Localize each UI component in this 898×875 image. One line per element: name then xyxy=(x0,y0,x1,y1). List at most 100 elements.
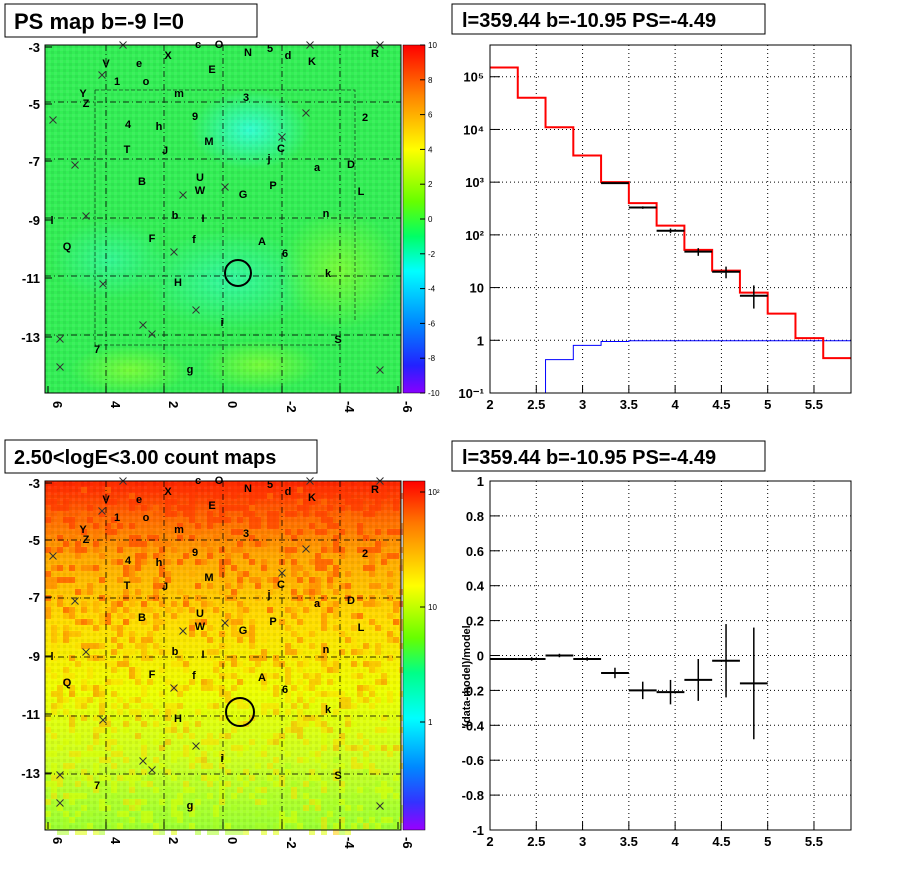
map-y-tick-label: -11 xyxy=(22,707,40,722)
ps-colorbar-tick-label: -10 xyxy=(428,389,440,398)
map-y-tick-label: -13 xyxy=(21,766,40,781)
source-marker xyxy=(192,742,200,750)
title-tr: l=359.44 b=-10.95 PS=-4.49 xyxy=(451,3,766,35)
map-x-tick-label: 2 xyxy=(166,837,181,844)
source-label: i xyxy=(220,317,223,329)
source-label: H xyxy=(174,713,182,725)
residual-point xyxy=(490,657,518,660)
source-label: V xyxy=(102,58,110,70)
source-label: T xyxy=(124,580,131,592)
source-marker xyxy=(98,507,106,515)
map-x-tick-label: 0 xyxy=(225,837,240,844)
map-x-tick-label: -4 xyxy=(342,401,357,413)
spectrum-title: l=359.44 b=-10.95 PS=-4.49 xyxy=(462,10,716,32)
source-marker xyxy=(49,116,57,124)
source-label: 1 xyxy=(114,512,120,524)
source-label: 9 xyxy=(192,111,198,123)
source-label: h xyxy=(156,557,163,569)
source-label: R xyxy=(371,48,379,60)
source-label: U xyxy=(196,608,204,620)
residual-point xyxy=(684,658,713,701)
count-colorbar-tick-label: 10² xyxy=(428,488,440,497)
residual-x-tick-label: 2 xyxy=(486,834,493,849)
ps-map-x-ticks: 6 4 2 0 -2 -4 -6 xyxy=(47,386,415,413)
spectrum-y-tick-label: 10⁴ xyxy=(463,122,484,137)
ps-colorbar-tick-label: -8 xyxy=(428,354,436,363)
data-point xyxy=(656,228,685,234)
map-y-tick-label: -11 xyxy=(22,271,40,286)
ps-colorbar-tick-label: 2 xyxy=(428,180,433,189)
ps-colorbar-tick-label: 0 xyxy=(428,215,433,224)
source-marker xyxy=(302,545,310,553)
source-label: S xyxy=(334,334,341,346)
title-br: l=359.44 b=-10.95 PS=-4.49 xyxy=(451,440,766,472)
source-label: W xyxy=(195,621,206,633)
source-label: X xyxy=(164,486,172,498)
source-label: E xyxy=(208,64,215,76)
source-label: b xyxy=(172,646,179,658)
map-x-tick-label: 0 xyxy=(225,401,240,408)
source-label: G xyxy=(239,189,248,201)
source-label: F xyxy=(149,233,156,245)
residual-chart: 2 2.5 3 3.5 4 4.5 5 5.5 1 0.8 0.6 0.4 0.2 0 -0.2 -0.4 -0… xyxy=(461,474,852,849)
source-label: e xyxy=(136,494,142,506)
source-label: g xyxy=(187,800,194,812)
source-label: d xyxy=(285,50,292,62)
spectrum-y-tick-label: 10⁻¹ xyxy=(458,386,484,401)
source-label: o xyxy=(143,76,150,88)
source-label: Q xyxy=(63,677,72,689)
source-marker xyxy=(71,597,79,605)
residual-x-tick-label: 3.5 xyxy=(620,834,638,849)
spectrum-series xyxy=(490,66,851,394)
source-label: I xyxy=(201,213,204,225)
map-y-tick-label: -9 xyxy=(28,213,40,228)
source-label: R xyxy=(371,484,379,496)
source-label: l xyxy=(50,651,53,663)
residual-point xyxy=(545,653,574,658)
source-label: 5 xyxy=(267,43,273,55)
source-label: L xyxy=(358,186,365,198)
ps-colorbar-ticks: 10 8 6 4 2 0 -2 -4 -6 -8 -10 xyxy=(420,41,440,398)
source-label: T xyxy=(124,144,131,156)
source-label: f xyxy=(192,234,196,246)
source-marker xyxy=(139,757,147,765)
map-y-tick-label: -3 xyxy=(28,40,40,55)
source-label: F xyxy=(149,669,156,681)
source-label: h xyxy=(156,121,163,133)
residual-y-axis-label: (data-model)/model xyxy=(461,625,473,726)
ps-map-title: PS map b=-9 l=0 xyxy=(14,9,184,34)
ps-map-gridlines xyxy=(45,45,401,393)
source-label: 3 xyxy=(243,92,249,104)
source-label: U xyxy=(196,172,204,184)
title-bl: 2.50<logE<3.00 count maps xyxy=(4,439,318,474)
source-marker xyxy=(221,183,229,191)
source-marker xyxy=(98,71,106,79)
source-label: A xyxy=(258,236,266,248)
source-marker xyxy=(82,212,90,220)
source-label: J xyxy=(162,145,168,157)
data-point xyxy=(601,182,629,185)
residual-y-tick-label: 0.2 xyxy=(466,614,484,629)
spectrum-x-tick-label: 5 xyxy=(764,397,771,412)
count-colorbar xyxy=(402,480,426,831)
spectrum-y-tick-label: 10³ xyxy=(465,175,484,190)
source-marker xyxy=(49,552,57,560)
map-y-tick-label: -5 xyxy=(28,97,40,112)
residual-y-tick-label: -0.4 xyxy=(462,718,485,733)
residual-y-tick-label: -0.6 xyxy=(462,753,484,768)
residual-title: l=359.44 b=-10.95 PS=-4.49 xyxy=(462,447,716,469)
residual-y-tick-label: 0 xyxy=(477,649,484,664)
residual-point xyxy=(517,657,546,661)
map-x-tick-label: 6 xyxy=(50,401,65,408)
source-label: 7 xyxy=(94,780,100,792)
source-label: J xyxy=(162,581,168,593)
count-colorbar-tick-label: 10 xyxy=(428,603,437,612)
spectrum-plot-area xyxy=(490,45,851,393)
source-label: D xyxy=(347,159,355,171)
count-colorbar-tick-label: 1 xyxy=(428,718,433,727)
source-label: G xyxy=(239,625,248,637)
ps-colorbar-tick-label: 10 xyxy=(428,41,437,50)
